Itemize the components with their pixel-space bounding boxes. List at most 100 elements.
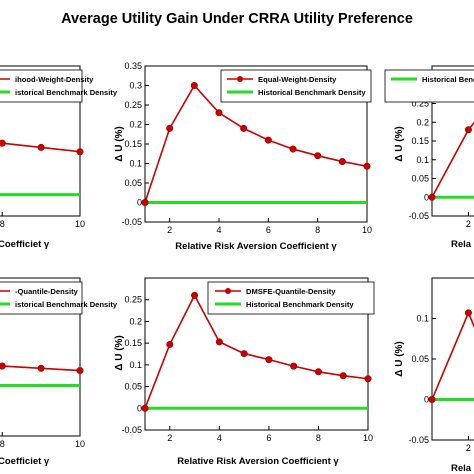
y-tick-label: 0.15 (411, 136, 429, 146)
x-tick-label: 10 (75, 439, 85, 449)
data-point (290, 362, 298, 370)
plot-area (431, 277, 474, 441)
x-tick-label: 8 (315, 225, 320, 235)
legend-label: Equal-Weight-Density (258, 75, 337, 84)
y-tick-label: 0.25 (124, 295, 142, 305)
x-tick-label: 2 (167, 433, 172, 443)
y-axis-label: Δ U (%) (394, 126, 405, 162)
legend-label: -Quantile-Density (15, 287, 79, 296)
legend-label: Historical Benchmark Density (422, 75, 474, 84)
y-axis-label: Δ U (%) (114, 335, 125, 371)
y-tick-label: 0.05 (411, 174, 429, 184)
y-tick-label: 0.25 (124, 100, 142, 110)
y-tick-label: 0.05 (124, 178, 142, 188)
data-point (314, 368, 322, 376)
y-tick-label: 0.15 (124, 139, 142, 149)
legend-box (384, 69, 474, 103)
legend-label: ihood-Weight-Density (15, 75, 94, 84)
data-point (76, 148, 84, 156)
x-tick-label: 4 (216, 225, 221, 235)
y-axis-label: Δ U (%) (394, 341, 405, 377)
data-point (338, 158, 346, 166)
utility-gain-line (0, 365, 81, 372)
utility-gain-line (144, 293, 369, 409)
data-point (464, 126, 472, 134)
data-point (141, 404, 149, 412)
y-tick-label: 0.2 (129, 120, 142, 130)
y-axis-label: Δ U (%) (114, 126, 125, 162)
legend-box (0, 69, 83, 103)
x-tick-label: 10 (75, 219, 85, 229)
panel-1: 8 10 ihood-Weight-Density istorical Benchma… (0, 65, 118, 250)
y-tick-label: 0.25 (411, 99, 429, 109)
y-tick-label: 0.05 (411, 354, 429, 364)
x-tick-label: 8 (316, 433, 321, 443)
data-point (166, 340, 174, 348)
y-tick-label: 0 (424, 192, 429, 202)
x-tick-label: 2 (466, 443, 471, 453)
data-point (141, 199, 149, 207)
y-tick-label: 0 (137, 198, 142, 208)
x-tick-label: 2 (466, 219, 471, 229)
legend-marker (237, 76, 243, 82)
y-tick-label: 0.05 (124, 382, 142, 392)
legend: Equal-Weight-Density Historical Benchmark… (220, 69, 372, 103)
x-tick-label: 10 (362, 225, 372, 235)
x-tick-label: 8 (0, 439, 5, 449)
y-tick-label: 0.1 (416, 314, 429, 324)
x-axis-label: Relative Risk Aversion Coefficient γ (175, 241, 337, 252)
legend: DMSFE-Quantile-Density Historical Benchma… (207, 281, 375, 315)
x-axis-label: Relative Risk Aversion Coefficient γ (177, 456, 339, 467)
x-tick-label: 6 (266, 225, 271, 235)
y-tick-label: -0.05 (408, 211, 429, 221)
figure-title: Average Utility Gain Under CRRA Utility … (61, 11, 413, 27)
panel-4: 8 10 -Quantile-Density istorical Benchmark … (0, 277, 118, 467)
x-axis-label: Rela (451, 463, 472, 474)
data-point (215, 109, 223, 117)
panel-5: -0.05 0 0.05 0.1 0.15 0.2 0.25 2 4 6 8 10 DMSFE-Quan… (114, 277, 375, 467)
data-point (0, 139, 6, 147)
data-point (289, 145, 297, 153)
legend-marker (225, 288, 231, 294)
panel-2: -0.05 0 0.05 0.1 0.15 0.2 0.25 0.3 0.35 2 4 6 8 10 Equ… (114, 61, 372, 252)
y-tick-label: 0.15 (124, 338, 142, 348)
x-tick-label: 2 (167, 225, 172, 235)
legend-label: Historical Benchmark Density (258, 88, 366, 97)
y-tick-label: -0.05 (121, 217, 142, 227)
y-tick-label: 0.1 (129, 360, 142, 370)
data-point (265, 356, 273, 364)
data-point (363, 162, 371, 170)
x-axis-label: Coefficiet γ (0, 456, 50, 467)
legend: ihood-Weight-Density istorical Benchmark … (0, 69, 118, 103)
y-tick-label: 0.2 (416, 117, 429, 127)
data-point (264, 136, 272, 144)
y-tick-label: 0.1 (416, 155, 429, 165)
data-point (240, 124, 248, 132)
x-tick-label: 10 (363, 433, 373, 443)
data-point (428, 395, 436, 403)
data-point (37, 143, 45, 151)
utility-gain-line (0, 142, 81, 153)
x-axis-label: Coefficiet γ (0, 239, 50, 250)
panels: 8 10 ihood-Weight-Density istorical Benchma… (0, 61, 474, 474)
legend: Historical Benchmark Density (384, 69, 474, 103)
panel-6: -0.05 0 0.05 0.1 2 Δ U (%) Rela (394, 277, 474, 474)
x-tick-label: 8 (0, 219, 5, 229)
data-point (240, 350, 248, 358)
data-point (339, 372, 347, 380)
y-tick-label: -0.05 (121, 425, 142, 435)
legend-box (220, 69, 372, 103)
utility-gain-line (144, 84, 368, 203)
legend-label: istorical Benchmark Density (15, 300, 118, 309)
data-point (190, 82, 198, 90)
y-tick-label: 0 (424, 395, 429, 405)
x-tick-label: 4 (217, 433, 222, 443)
legend-box (0, 281, 83, 315)
data-point (314, 152, 322, 160)
legend-label: istorical Benchmark Density (15, 88, 118, 97)
legend-label: Historical Benchmark Density (246, 300, 354, 309)
data-point (215, 338, 223, 346)
data-point (428, 193, 436, 201)
